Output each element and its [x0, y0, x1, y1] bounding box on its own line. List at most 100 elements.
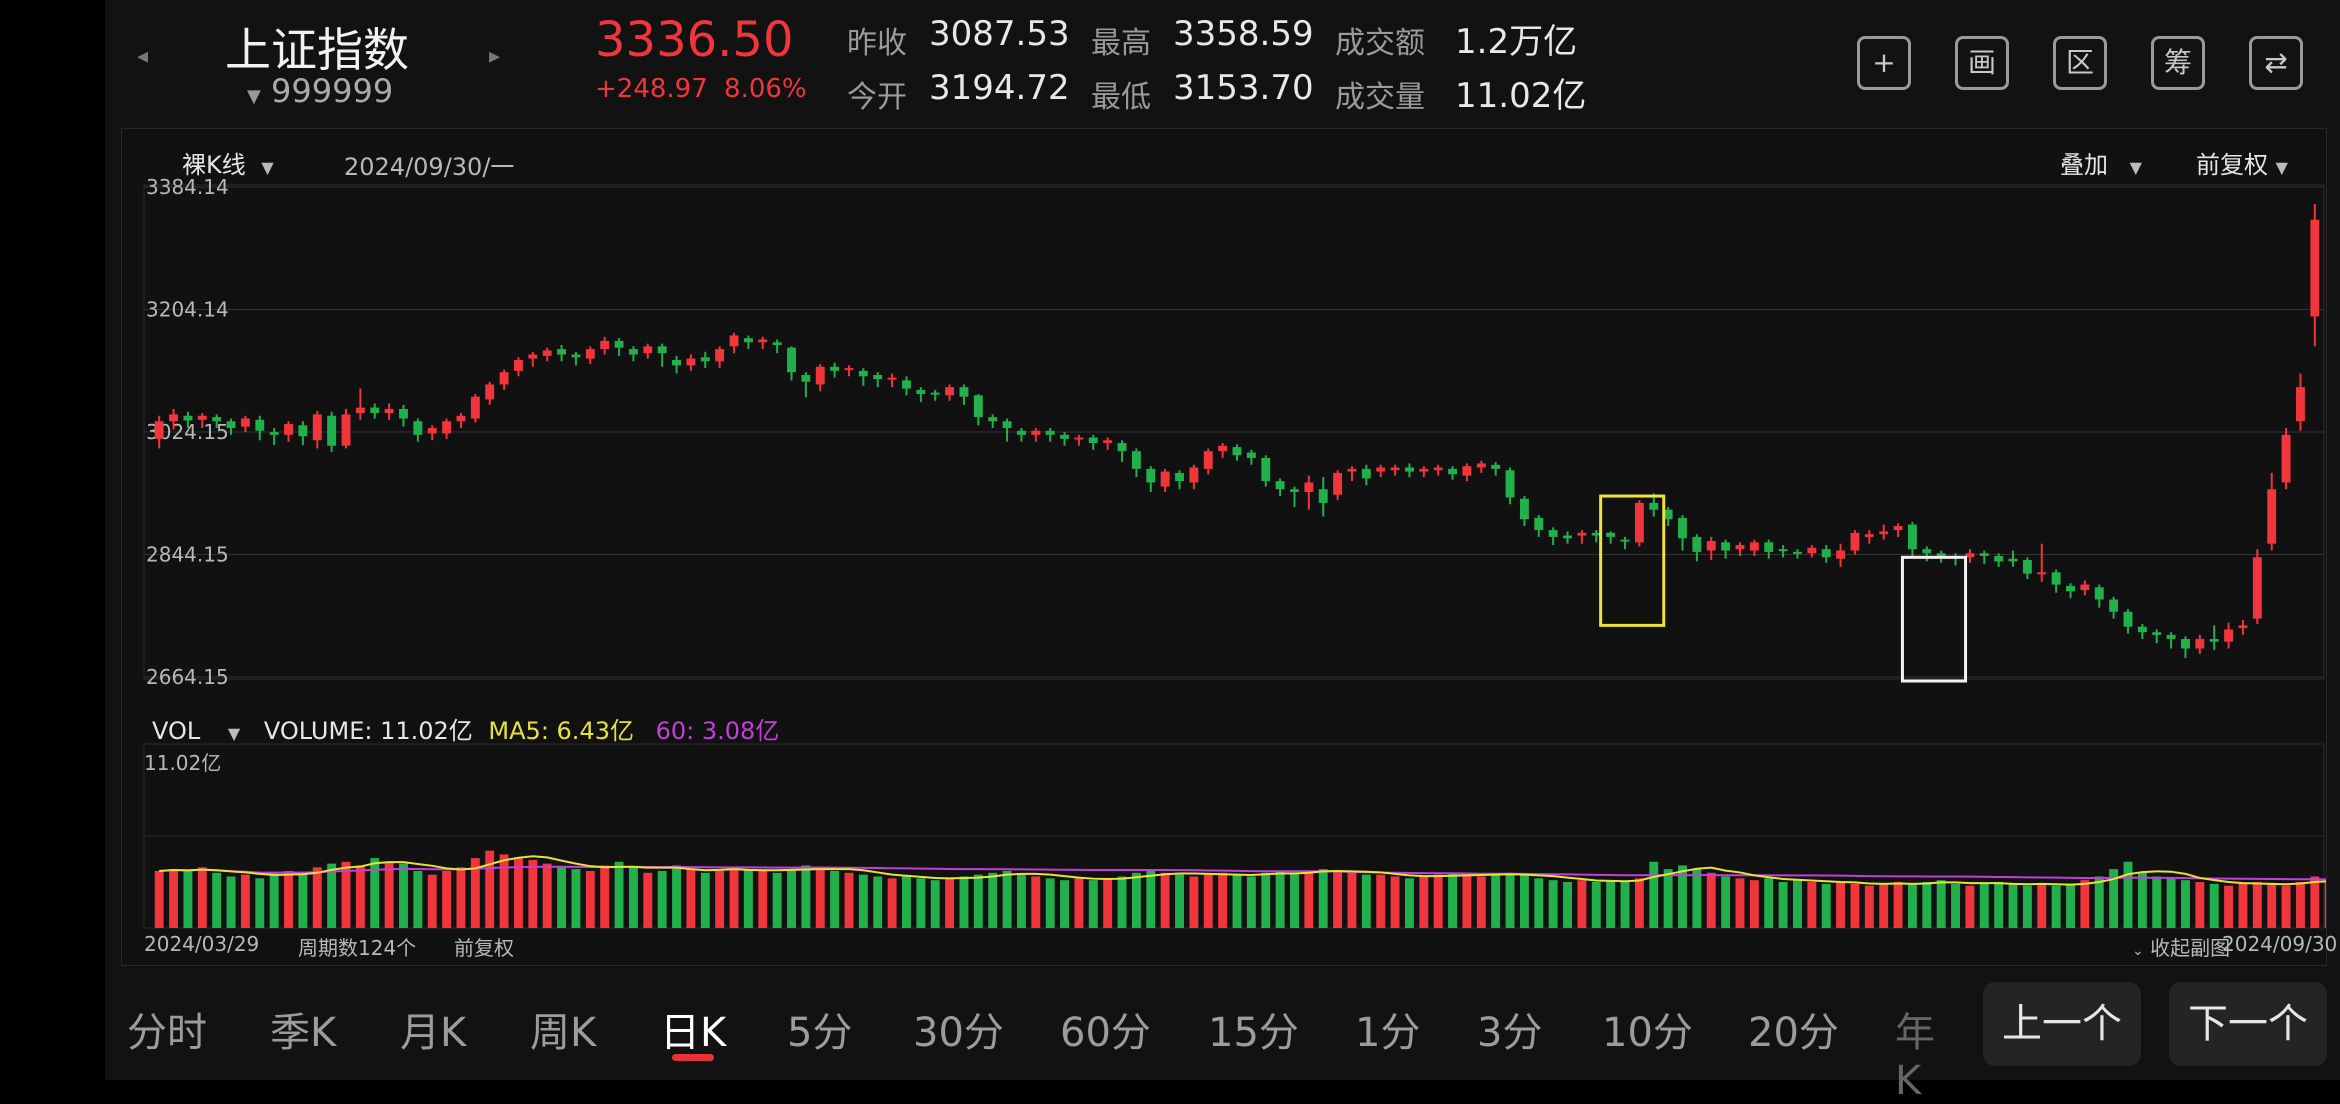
volume-bar-down: [1232, 874, 1242, 928]
adjust-dropdown-icon: ▼: [2275, 158, 2288, 177]
volume-bar-up: [1807, 882, 1817, 928]
tab-5min[interactable]: 5分: [787, 1010, 853, 1056]
volume-bar-up: [1706, 872, 1716, 928]
candle-down: [830, 366, 840, 371]
candle-up: [384, 408, 394, 414]
candle-up: [1893, 526, 1903, 531]
chart-panel[interactable]: 裸K线 ▼ 2024/09/30/一 叠加 ▼ 前复权 ▼ 3384.14 320…: [121, 128, 2337, 966]
next-stock-arrow-icon[interactable]: ▸: [489, 44, 501, 69]
volume-bar-down: [743, 869, 753, 928]
vol-indicator-selector[interactable]: VOL: [152, 717, 201, 745]
volume-bar-up: [442, 870, 452, 928]
tab-15min[interactable]: 15分: [1208, 1010, 1299, 1056]
volume-bar-up: [1735, 878, 1745, 928]
candle-up: [456, 415, 466, 422]
volume-bar-down: [988, 872, 998, 928]
candle-up: [2195, 638, 2205, 649]
candle-up: [1836, 550, 1846, 559]
volume-ma60-line: [159, 865, 2326, 881]
candle-down: [2109, 599, 2119, 612]
volume-bar-down: [1361, 874, 1371, 928]
candle-down: [212, 417, 222, 422]
candle-down: [1505, 470, 1515, 498]
volume-bar-down: [1721, 876, 1731, 928]
tab-quarter-k[interactable]: 季K: [270, 1010, 337, 1056]
tab-intraday[interactable]: 分时: [127, 1010, 207, 1056]
candle-up: [1347, 468, 1357, 472]
calc-icon[interactable]: 筹: [2151, 36, 2205, 90]
volume-bar-up: [1836, 882, 1846, 928]
app-root: ◂ 上证指数 ▼ 999999 ▸ 3336.50 +248.97 8.06% …: [105, 0, 2340, 1104]
adjust-selector[interactable]: 前复权 ▼: [2196, 145, 2288, 180]
overlay-text: 叠加: [2060, 151, 2108, 179]
tab-30min[interactable]: 30分: [913, 1010, 1004, 1056]
volume-bar-down: [183, 870, 193, 928]
tab-day-k[interactable]: 日K: [660, 1010, 727, 1056]
tab-3min[interactable]: 3分: [1477, 1010, 1543, 1056]
volume-bar-up: [1390, 876, 1400, 928]
candle-up: [686, 358, 696, 366]
tab-60min[interactable]: 60分: [1060, 1010, 1151, 1056]
volume-bar-up: [197, 867, 207, 928]
tab-10min[interactable]: 10分: [1602, 1010, 1693, 1056]
candle-down: [1175, 472, 1184, 482]
candle-down: [2181, 638, 2190, 649]
candle-down: [1591, 532, 1601, 536]
volume-bar-up: [240, 874, 250, 928]
candle-down: [1620, 539, 1630, 542]
tab-week-k[interactable]: 周K: [530, 1010, 597, 1056]
volume-bar-down: [370, 858, 380, 928]
volume-bar-up: [1419, 876, 1429, 928]
low-label: 最低: [1091, 80, 1151, 115]
volume-bar-down: [1951, 883, 1960, 928]
volume-bar-down: [298, 874, 308, 928]
tab-1min[interactable]: 1分: [1355, 1010, 1421, 1056]
volume-bar-up: [815, 867, 825, 928]
candle-down: [1318, 489, 1328, 503]
adjust-text: 前复权: [2196, 151, 2268, 179]
prev-stock-arrow-icon[interactable]: ◂: [137, 44, 149, 69]
change-value: +248.97: [595, 74, 708, 104]
candle-down: [1563, 535, 1572, 539]
index-code[interactable]: ▼ 999999: [247, 72, 393, 110]
volume-bar-down: [2109, 869, 2119, 928]
candle-down: [1290, 489, 1299, 492]
candle-down: [628, 349, 638, 355]
candle-up: [715, 349, 725, 362]
next-stock-button[interactable]: 下一个: [2169, 982, 2327, 1066]
prev-stock-button[interactable]: 上一个: [1983, 982, 2141, 1066]
candle-up: [1304, 482, 1314, 492]
candle-up: [2080, 584, 2090, 590]
volume-bar-down: [916, 878, 926, 928]
add-icon[interactable]: +: [1857, 36, 1911, 90]
collapse-subchart-button[interactable]: ⌄ 收起副图: [2132, 932, 2230, 961]
kline-type-selector[interactable]: 裸K线 ▼: [182, 145, 274, 180]
candle-up: [1735, 545, 1745, 550]
volume-bar-up: [643, 872, 653, 928]
volume-bar-down: [2066, 883, 2075, 928]
candle-up: [528, 354, 538, 359]
candle-up: [758, 339, 768, 343]
volume-bar-up: [2224, 885, 2234, 928]
volume-bar-down: [1793, 880, 1802, 928]
volume-bar-down: [1778, 882, 1788, 928]
volume-bar-up: [456, 867, 466, 928]
candle-down: [399, 408, 408, 419]
draw-icon[interactable]: 画: [1955, 36, 2009, 90]
candle-down: [183, 415, 193, 421]
volume-bar-up: [1189, 876, 1199, 928]
candle-down: [2137, 626, 2147, 633]
candle-down: [902, 380, 911, 389]
candle-down: [772, 342, 782, 345]
volume-bar-down: [1563, 882, 1572, 928]
tab-year-k[interactable]: 年K: [1895, 1010, 1935, 1104]
range-icon[interactable]: 区: [2053, 36, 2107, 90]
tab-20min[interactable]: 20分: [1748, 1010, 1839, 1056]
candle-down: [1793, 551, 1802, 554]
candle-up: [341, 414, 351, 446]
tab-month-k[interactable]: 月K: [400, 1010, 467, 1056]
volume-bar-up: [427, 874, 437, 928]
vol-dropdown-icon[interactable]: ▼: [227, 724, 241, 743]
overlay-selector[interactable]: 叠加 ▼: [2060, 145, 2142, 180]
device-switch-icon[interactable]: ⇄: [2249, 36, 2303, 90]
